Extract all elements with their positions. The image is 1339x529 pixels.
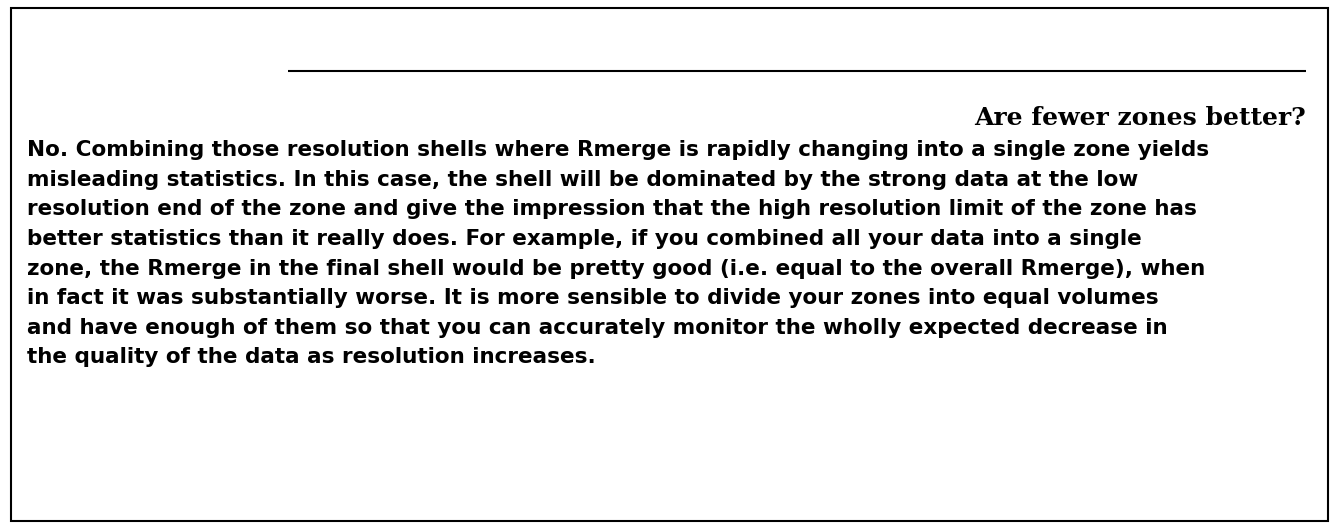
Text: Are fewer zones better?: Are fewer zones better? [973, 106, 1306, 130]
Text: No. Combining those resolution shells where Rmerge is rapidly changing into a si: No. Combining those resolution shells wh… [27, 140, 1209, 367]
FancyBboxPatch shape [11, 8, 1328, 521]
